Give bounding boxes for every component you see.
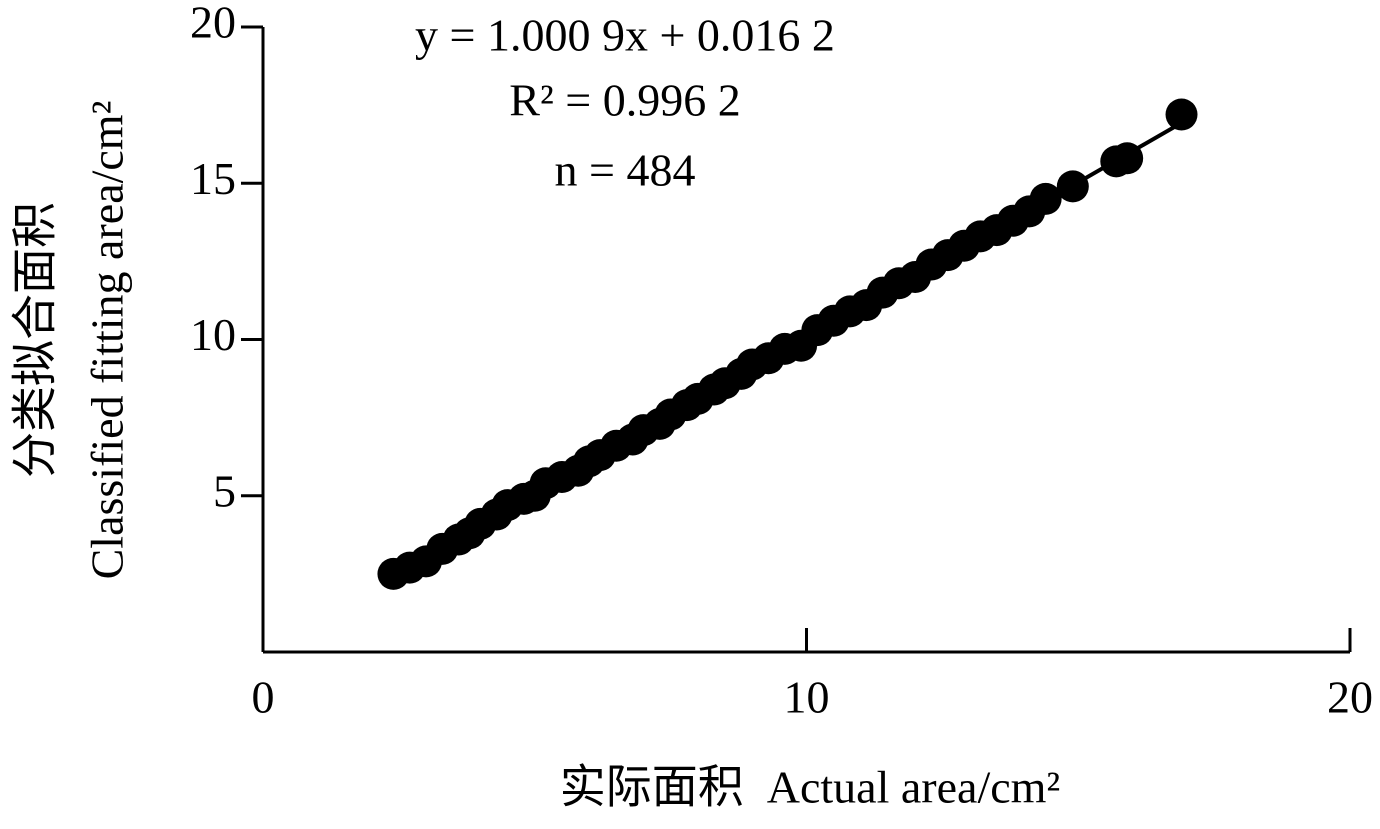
y-axis-title: Classified fitting area/cm² (82, 101, 133, 580)
point (1029, 182, 1062, 215)
x-tick-label: 10 (784, 672, 830, 723)
point (1165, 98, 1198, 131)
x-tick-label: 20 (1327, 672, 1373, 723)
point (1111, 142, 1144, 175)
y-tick-label: 5 (213, 465, 236, 516)
x-axis-title: 实际面积 Actual area/cm² (560, 762, 1060, 813)
equation: y = 1.000 9x + 0.016 2 (415, 10, 835, 61)
sample-size: n = 484 (555, 145, 696, 196)
y-tick-label: 10 (190, 309, 236, 360)
x-tick-label: 0 (252, 672, 275, 723)
point (1056, 170, 1089, 203)
y-axis-title-cn: 分类拟合面积 (10, 202, 61, 478)
y-tick-label: 15 (190, 153, 236, 204)
r-squared: R² = 0.996 2 (509, 75, 740, 126)
y-tick-label: 20 (190, 0, 236, 48)
